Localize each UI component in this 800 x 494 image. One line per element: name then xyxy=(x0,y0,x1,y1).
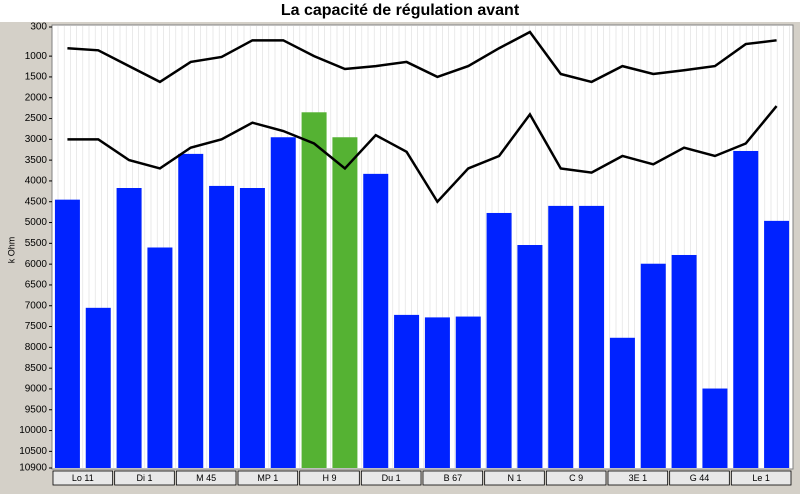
x-group-label: 3E 1 xyxy=(629,473,648,483)
group-box xyxy=(669,470,730,486)
group-box xyxy=(360,470,422,486)
line xyxy=(67,30,777,84)
bar xyxy=(671,254,697,468)
y-tick-label: 8000 xyxy=(25,342,48,353)
y-tick-label: 7000 xyxy=(25,300,48,311)
bar xyxy=(702,388,728,468)
bar xyxy=(363,173,389,468)
y-tick-label: 10000 xyxy=(19,425,47,436)
y-tick-label: 9000 xyxy=(25,384,48,395)
bar xyxy=(486,212,512,468)
y-tick-label: 2500 xyxy=(25,113,48,124)
y-tick-label: 3000 xyxy=(25,134,48,145)
x-group-label: M 45 xyxy=(196,473,216,483)
group-box xyxy=(175,470,237,486)
y-tick-label: 5500 xyxy=(25,238,48,249)
y-tick-label: 2000 xyxy=(25,92,48,103)
y-tick-label: 4000 xyxy=(25,176,48,187)
y-tick-label: 10500 xyxy=(19,446,47,457)
group-box xyxy=(299,470,360,486)
bar xyxy=(455,316,481,468)
bar xyxy=(54,199,80,469)
x-group-label: B 67 xyxy=(444,473,463,483)
group-box xyxy=(607,470,669,486)
bar xyxy=(209,185,235,468)
bar xyxy=(85,307,111,468)
bar xyxy=(517,245,543,468)
group-box xyxy=(730,470,792,486)
y-tick-label: 4500 xyxy=(25,196,48,207)
bar xyxy=(332,137,358,468)
bar xyxy=(640,263,666,468)
x-group-label: MP 1 xyxy=(257,473,278,483)
bar xyxy=(424,317,450,468)
y-tick-label: 300 xyxy=(30,22,47,33)
y-tick-label: 9500 xyxy=(25,404,48,415)
bar xyxy=(733,150,759,468)
bar xyxy=(579,205,605,468)
title-bar xyxy=(0,0,800,22)
x-group-label: Du 1 xyxy=(382,473,401,483)
group-box xyxy=(422,470,484,486)
x-group-label: C 9 xyxy=(569,473,583,483)
line xyxy=(67,105,778,204)
bar xyxy=(609,337,635,468)
group-box xyxy=(114,470,175,486)
group-box xyxy=(484,470,545,486)
x-group-label: Lo 11 xyxy=(72,473,94,483)
y-tick-label: 6000 xyxy=(25,259,48,270)
y-tick-label: 7500 xyxy=(25,321,48,332)
y-tick-label: 1000 xyxy=(25,51,48,62)
group-box xyxy=(237,470,299,486)
bar xyxy=(239,188,265,469)
x-group-label: G 44 xyxy=(690,473,710,483)
bar xyxy=(178,153,204,468)
x-group-label: N 1 xyxy=(507,473,521,483)
bar xyxy=(394,314,420,468)
bar xyxy=(116,188,142,469)
x-group-label: Le 1 xyxy=(752,473,770,483)
bar xyxy=(301,112,327,469)
bar xyxy=(548,205,574,468)
x-group-label: H 9 xyxy=(322,473,336,483)
y-tick-label: 5000 xyxy=(25,217,48,228)
y-tick-label: 10900 xyxy=(19,463,47,474)
y-axis-label: k Ohm xyxy=(6,237,16,264)
bar xyxy=(270,137,296,468)
bar xyxy=(764,220,790,468)
y-tick-label: 3500 xyxy=(25,155,48,166)
y-tick-label: 1500 xyxy=(25,72,48,83)
chart-title: La capacité de régulation avant xyxy=(281,2,520,19)
bar xyxy=(147,247,173,468)
group-box xyxy=(545,470,607,486)
y-tick-label: 6500 xyxy=(25,280,48,291)
x-group-label: Di 1 xyxy=(136,473,152,483)
group-box xyxy=(52,470,114,486)
y-tick-label: 8500 xyxy=(25,363,48,374)
